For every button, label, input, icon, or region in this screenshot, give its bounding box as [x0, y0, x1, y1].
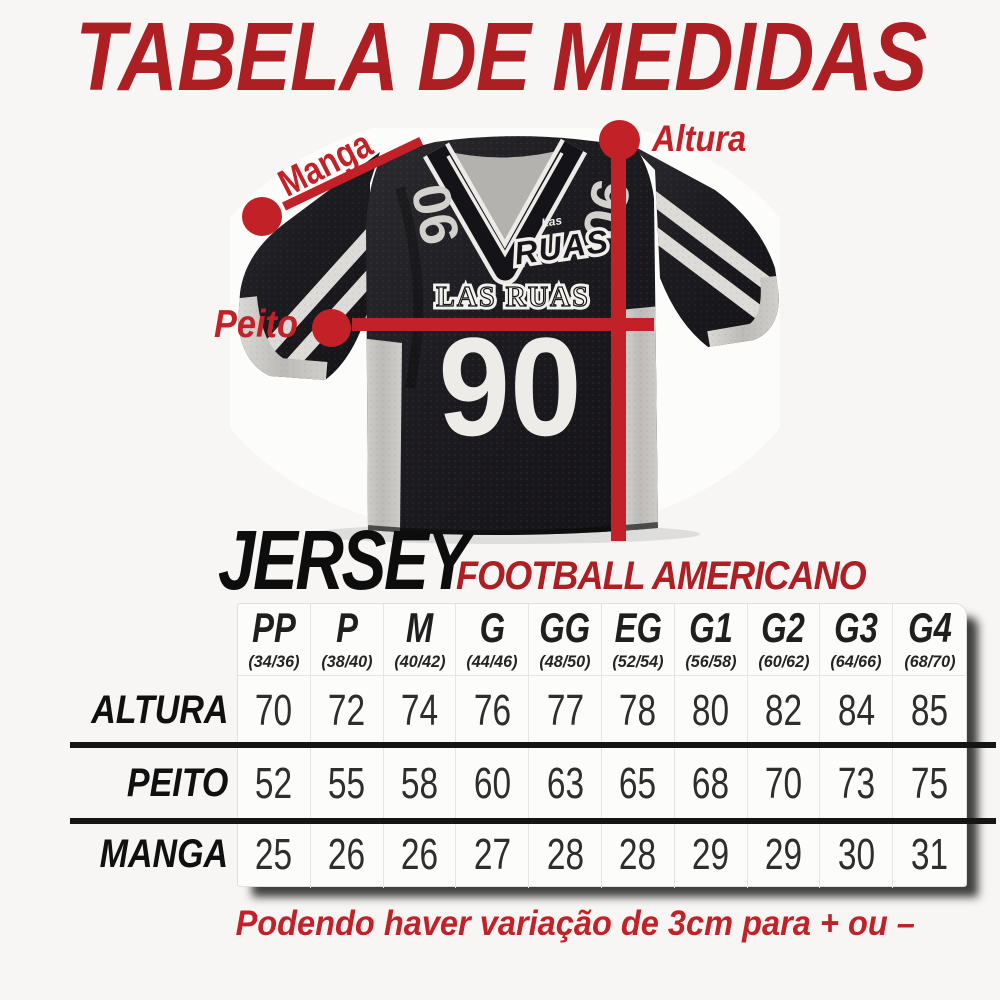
measurement-value-cell: 26 — [311, 822, 384, 888]
measurement-value-cell: 26 — [384, 822, 457, 888]
size-column-header: G2 (60/62) — [747, 604, 821, 676]
measurement-value-cell: 65 — [602, 746, 675, 822]
measurement-value-cell: 27 — [456, 822, 530, 888]
measurement-value-cell: 29 — [748, 822, 821, 888]
page-title-text: TABELA DE MEDIDAS — [75, 2, 927, 111]
measurement-value-cell: 76 — [456, 676, 530, 746]
row-label-manga: MANGA — [99, 832, 228, 876]
measurement-value-cell: 70 — [748, 746, 821, 822]
measurement-value-cell: 52 — [238, 746, 311, 822]
measurement-value-cell: 78 — [602, 676, 675, 746]
peito-measure-label: Peito — [214, 303, 298, 346]
peito-measure-dot — [312, 309, 351, 347]
altura-measure-label: Altura — [652, 118, 747, 159]
measurement-value-cell: 68 — [675, 746, 748, 822]
left-shoulder-number: 90 — [400, 178, 471, 249]
table-divider-line-1 — [70, 742, 996, 748]
size-column-header: GG (48/50) — [529, 604, 602, 676]
row-label-peito: PEITO — [126, 761, 228, 805]
size-column-header: EG (52/54) — [602, 604, 675, 676]
measurement-value-cell: 70 — [238, 676, 311, 746]
jersey-product-photo: 90 90 Las RUAS LAS RUAS LAS RUAS 90 — [230, 128, 780, 544]
chest-logo-small-text: Las — [540, 213, 563, 230]
size-table: PP (34/36) P (38/40) M (40/42) G (44/46) GG (48/5… — [237, 603, 967, 888]
jersey-torso — [366, 136, 658, 536]
table-divider-line-2 — [70, 818, 996, 824]
variation-note: Podendo haver variação de 3cm para + ou … — [150, 903, 1000, 945]
size-column-header: P (38/40) — [310, 604, 384, 676]
chest-number: 90 — [438, 308, 581, 465]
product-name: JERSEY — [218, 513, 471, 607]
measurement-value-cell: 60 — [456, 746, 530, 822]
measurement-value-cell: 82 — [748, 676, 821, 746]
size-column-header: G3 (64/66) — [820, 604, 894, 676]
measurement-value-cell: 58 — [384, 746, 457, 822]
product-category: FOOTBALL AMERICANO — [456, 554, 867, 598]
altura-measure-line — [611, 157, 626, 541]
measurement-value-cell: 30 — [820, 822, 894, 888]
measurement-value-cell: 75 — [910, 759, 949, 808]
measurement-value-cell: 28 — [529, 822, 602, 888]
measurement-value-cell: 55 — [311, 746, 384, 822]
measurement-value-cell: 73 — [820, 746, 894, 822]
measurement-value-cell: 84 — [820, 676, 894, 746]
peito-measure-line — [352, 318, 654, 331]
measurement-value-cell: 28 — [602, 822, 675, 888]
page-title: TABELA DE MEDIDAS — [0, 8, 1000, 105]
size-column-header: G (44/46) — [456, 604, 530, 676]
right-shoulder-number: 90 — [570, 174, 641, 245]
measurement-value-cell: 25 — [238, 822, 311, 888]
variation-note-text: Podendo haver variação de 3cm para + ou … — [235, 904, 915, 943]
measurement-value-cell: 31 — [910, 830, 949, 879]
measurement-value-cell: 80 — [675, 676, 748, 746]
size-column-header: G1 (56/58) — [674, 604, 748, 676]
measurement-value-cell: 72 — [311, 676, 384, 746]
size-column-header: M (40/42) — [383, 604, 457, 676]
chest-team-name-halo: LAS RUAS — [436, 282, 590, 313]
altura-measure-dot — [599, 120, 640, 160]
measurement-value-cell: 77 — [529, 676, 602, 746]
measurement-value-cell: 29 — [675, 822, 748, 888]
measurement-value-cell: 74 — [384, 676, 457, 746]
row-label-altura: ALTURA — [90, 688, 228, 732]
chest-team-name: LAS RUAS — [436, 282, 590, 313]
manga-measure-dot — [242, 197, 282, 236]
size-column-header: G4 (68/70) — [893, 604, 966, 676]
size-column-header: PP (34/36) — [238, 604, 311, 676]
jersey-collar — [422, 138, 588, 285]
measurement-value-cell: 63 — [529, 746, 602, 822]
measurement-value-cell: 85 — [910, 686, 949, 735]
